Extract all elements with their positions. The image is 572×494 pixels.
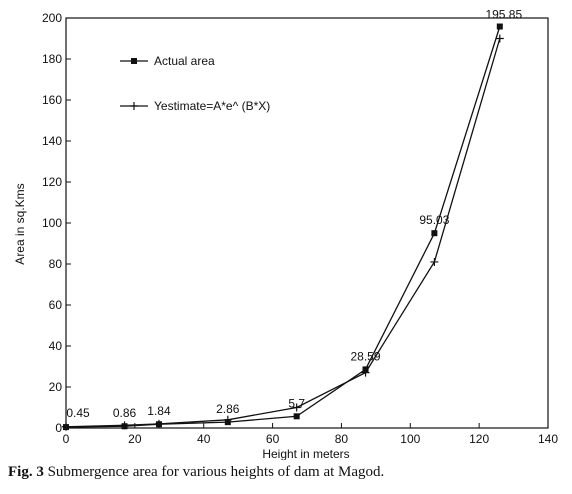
legend-label-yestimate: Yestimate=A*e^ (B*X) <box>154 99 270 113</box>
actual-area-point <box>496 23 503 30</box>
yestimate-point <box>62 422 70 431</box>
figure-caption: Fig. 3 Submergence area for various heig… <box>8 464 568 481</box>
data-label: 5.7 <box>288 396 305 410</box>
y-tick-label: 140 <box>42 134 62 148</box>
data-label: 28.59 <box>351 349 381 363</box>
y-tick-label: 80 <box>49 257 63 271</box>
x-tick-label: 80 <box>335 432 349 446</box>
yestimate-point <box>223 415 232 424</box>
x-tick-label: 140 <box>538 432 558 446</box>
y-tick-label: 60 <box>49 298 63 312</box>
x-tick-label: 120 <box>469 432 489 446</box>
yestimate-point <box>495 34 504 43</box>
y-tick-label: 0 <box>55 421 62 435</box>
x-tick-label: 60 <box>266 432 280 446</box>
actual-area-point <box>431 230 438 237</box>
yestimate-point <box>120 421 129 430</box>
x-axis-label: Height in meters <box>262 447 349 460</box>
legend-label-actual-area: Actual area <box>154 54 215 68</box>
data-label: 0.45 <box>66 406 90 420</box>
yestimate-point <box>361 368 370 377</box>
figure-number: Fig. 3 <box>8 464 44 480</box>
y-tick-label: 20 <box>49 380 63 394</box>
data-label: 1.84 <box>147 404 171 418</box>
plot-frame <box>65 17 549 429</box>
data-labels: 0.45 0.86 1.84 2.86 5.7 28.59 95.03 195.85 <box>66 8 522 421</box>
legend-marker-yestimate <box>130 102 138 110</box>
data-label: 95.03 <box>419 213 449 227</box>
chart: 0 20 40 60 80 100 120 140 0 20 40 60 80 100 120 140 160 1… <box>13 8 558 460</box>
y-tick-label: 120 <box>42 175 62 189</box>
series-layer <box>62 23 504 431</box>
y-tick-label: 180 <box>42 52 62 66</box>
x-tick-label: 0 <box>63 432 70 446</box>
x-tick-label: 20 <box>128 432 142 446</box>
y-tick-label: 100 <box>42 216 62 230</box>
x-tick-label: 100 <box>400 432 420 446</box>
data-label: 195.85 <box>485 8 522 22</box>
y-tick-label: 40 <box>49 339 63 353</box>
legend: Actual area Yestimate=A*e^ (B*X) <box>120 54 270 113</box>
series-line-yestimate <box>65 38 501 428</box>
y-tick-label: 200 <box>42 11 62 25</box>
axes: 0 20 40 60 80 100 120 140 0 20 40 60 80 100 120 140 160 1… <box>42 11 558 446</box>
y-axis-label: Area in sq.Kms <box>13 183 27 264</box>
series-line-actual-area <box>65 26 501 428</box>
yestimate-point <box>154 419 163 428</box>
data-label: 2.86 <box>216 402 240 416</box>
yestimate-point <box>430 257 439 266</box>
figure-caption-text: Submergence area for various heights of … <box>47 464 385 480</box>
y-tick-label: 160 <box>42 93 62 107</box>
actual-area-point <box>293 413 300 420</box>
legend-marker-actual-area <box>131 58 137 64</box>
data-label: 0.86 <box>113 406 137 420</box>
x-tick-label: 40 <box>197 432 211 446</box>
yestimate-point <box>292 403 301 412</box>
